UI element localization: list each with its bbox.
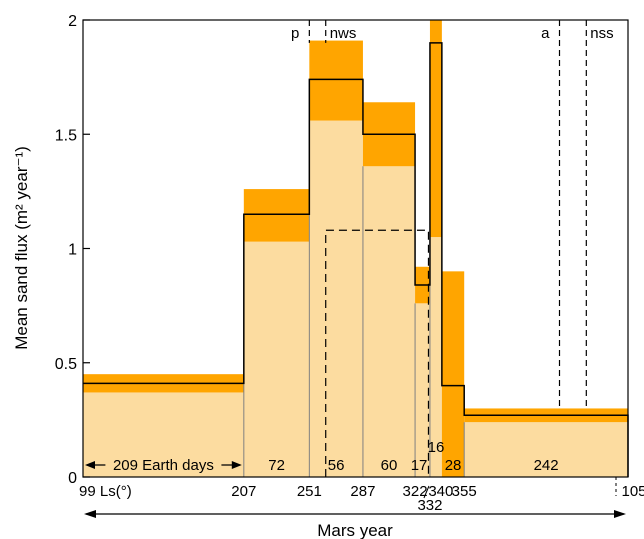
x-tick-label: 251: [297, 483, 322, 500]
duration-label: 17: [411, 457, 428, 474]
x-tick-label: 105: [621, 483, 644, 500]
bar-lower-fill: [464, 422, 628, 477]
bar-lower-fill: [83, 392, 244, 477]
duration-arrowhead-right: [231, 461, 242, 469]
y-tick-label: 2: [68, 13, 77, 30]
duration-label: 72: [268, 457, 285, 474]
event-label: nss: [590, 25, 613, 42]
x-tick-label: 287: [350, 483, 375, 500]
bar-lower-fill: [362, 166, 416, 478]
duration-label: 242: [534, 457, 559, 474]
event-label: nws: [330, 25, 357, 42]
x-tick-label: 207: [231, 483, 256, 500]
y-tick-label: 1: [68, 242, 77, 259]
x-axis-label: Mars year: [317, 521, 393, 539]
duration-label: 16: [428, 439, 445, 456]
bar-error-band: [429, 20, 442, 238]
y-axis: 0 0.5 1 1.5 2: [55, 13, 90, 487]
x-tick-label: 355: [452, 483, 477, 500]
event-lines: [308, 20, 587, 477]
bar-fills: [83, 20, 628, 478]
duration-label: 209 Earth days: [113, 457, 214, 474]
mars-year-arrow: [84, 477, 626, 518]
y-axis-label: Mean sand flux (m² year⁻¹): [12, 146, 31, 350]
bar-lower-fill: [243, 241, 310, 477]
duration-arrowhead-left: [85, 461, 95, 469]
bar-lower-fill: [309, 120, 363, 477]
event-label: p: [291, 25, 299, 42]
y-tick-label: 1.5: [55, 127, 77, 144]
bar-error-band: [243, 189, 310, 242]
average-dashed-box: [325, 229, 430, 477]
x-tick-label: 99 Ls(°): [79, 483, 132, 500]
tick-label-connector: [423, 485, 430, 499]
bar-error-band: [309, 40, 363, 121]
bar-error-band: [441, 271, 465, 477]
x-tick-label: 332: [417, 497, 442, 514]
duration-label: 28: [445, 457, 462, 474]
y-tick-label: 0: [68, 470, 77, 487]
mean-step-line-group: [83, 42, 629, 477]
x-tick-label: 322: [403, 483, 428, 500]
y-tick-label: 0.5: [55, 356, 77, 373]
event-label: a: [541, 25, 550, 42]
event-labels: p nws a nss: [291, 25, 614, 42]
duration-label: 56: [328, 457, 345, 474]
duration-label: 60: [381, 457, 398, 474]
x-tick-label: 340: [428, 483, 453, 500]
bar-lower-fill: [415, 303, 430, 477]
mean-step-line: [83, 42, 629, 477]
bar-lower-fill: [429, 237, 442, 477]
